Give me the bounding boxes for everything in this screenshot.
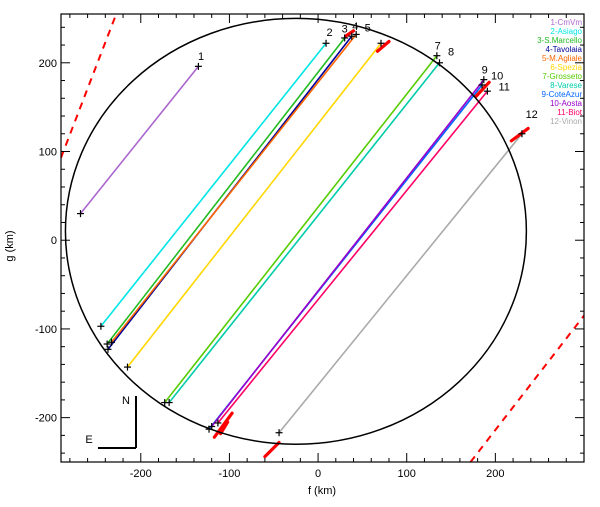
chord-line-1 [79,65,200,215]
chord-number-5: 5 [365,23,371,35]
timing-error-segment-4 [509,126,530,143]
frame-layer: -200 -100 0 100 200 -200 -100 0 100 200 [35,13,585,480]
timing-error-segment-1 [343,29,356,38]
y-tick-label: -200 [35,413,57,425]
chord-number-2: 2 [327,27,333,39]
chord-4-end-marker [348,32,356,40]
plot-frame [60,13,585,463]
chord-number-3: 3 [342,24,348,36]
chord-8-end-marker [436,59,444,67]
chord-6-start-marker [123,363,131,371]
chord-3-end-marker [341,34,349,42]
legend-entry-4: 4-Tavolaia [546,45,583,54]
chord-7-end-marker [433,52,441,60]
chord-number-12: 12 [526,109,538,121]
y-tick-label: 0 [51,235,57,247]
legend-entry-8: 8-Varese [550,81,582,90]
timing-error-segment-7 [263,440,281,459]
dashed-limit-line-2 [469,315,584,462]
chord-2-end-marker [322,39,330,47]
chord-6-end-marker [377,39,385,47]
timing-error-segment-6 [218,420,230,436]
chord-number-11: 11 [499,81,510,93]
y-tick-label: 200 [39,58,57,70]
legend-entry-11: 11-Biot [557,108,583,117]
legend-layer: 1-CmVm2-Asiago3-S.Marcello4-Tavolaia5-M.… [537,18,583,126]
x-tick-label: 100 [398,468,416,480]
chord-9-end-marker [478,81,486,89]
legend-entry-7: 7-Grosseto [542,72,582,81]
chord-1-end-marker [194,62,202,70]
legend-entry-3: 3-S.Marcello [537,36,582,45]
chord-line-11 [217,90,488,424]
x-axis-label: f (km) [308,485,336,497]
legend-entry-5: 5-M.Agliale [542,54,583,63]
ellipse-layer [64,17,528,446]
timing-error-segment-3 [474,80,491,99]
chord-line-12 [278,133,523,434]
y-tick-label: 100 [39,147,57,159]
chord-4-start-marker [104,345,112,353]
chord-line-3 [106,37,346,345]
legend-entry-1: 1-CmVm [550,18,582,27]
chord-3-start-marker [103,340,111,348]
x-tick-label: 0 [315,468,321,480]
x-tick-label: 200 [486,468,504,480]
chord-number-4: 4 [352,21,358,33]
chord-line-10 [211,79,485,428]
chord-8-start-marker [165,399,173,407]
chord-line-2 [100,42,327,327]
timing-error-segment-5 [212,411,234,439]
chord-line-8 [168,62,441,404]
chord-line-5 [110,33,357,343]
y-axis-label: g (km) [4,230,16,261]
north-label: N [122,395,130,407]
chord-11-end-marker [483,87,491,95]
chord-2-start-marker [97,322,105,330]
chord-12-end-marker [518,130,526,138]
markers-layer [77,30,526,437]
dashed-limit-line-1 [61,14,118,159]
legend-entry-2: 2-Asiago [550,27,582,36]
chord-number-10: 10 [491,71,503,83]
east-label: E [85,434,92,446]
legend-entry-6: 6-Spezia [550,63,582,72]
fitted-ellipse [64,17,528,446]
chord-11-start-marker [214,419,222,427]
y-tick-label: -100 [35,324,57,336]
timing-error-segment-2 [375,39,391,53]
chords-layer [61,14,584,462]
chord-1-start-marker [77,210,85,218]
chord-5-end-marker [352,30,360,38]
chord-line-7 [164,55,438,404]
chord-number-8: 8 [448,47,454,59]
x-tick-label: -100 [218,468,240,480]
chord-5-start-marker [108,338,116,346]
orientation-indicator: N E [85,395,137,449]
chord-number-9: 9 [482,64,488,76]
chord-10-end-marker [480,76,488,84]
chord-12-start-marker [275,429,283,437]
chord-10-start-marker [208,423,216,431]
legend-entry-12: 12-Vinon [550,117,582,126]
legend-entry-9: 9-CoteAzur [542,90,583,99]
chord-number-1: 1 [198,51,204,63]
chord-line-6 [126,42,382,368]
legend-entry-10: 10-Aosta [550,99,583,108]
chord-number-7: 7 [435,40,441,52]
x-tick-label: -200 [130,468,152,480]
